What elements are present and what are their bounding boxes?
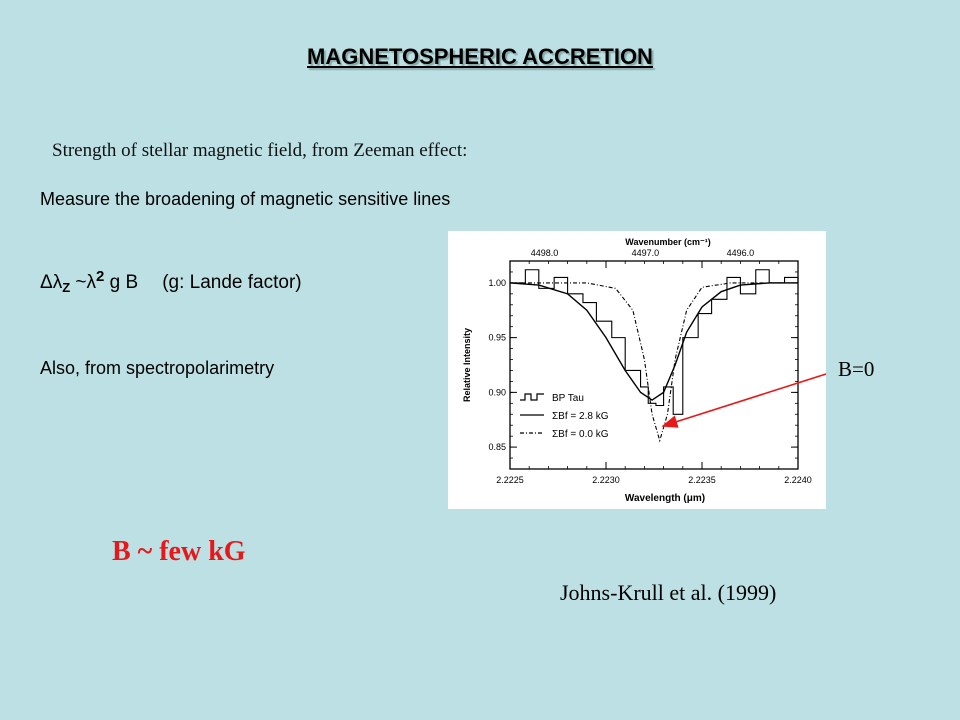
formula-rest: g B bbox=[104, 272, 139, 293]
x-axis-label: Wavelength (μm) bbox=[625, 493, 705, 504]
formula-note: (g: Lande factor) bbox=[162, 272, 302, 293]
page-title: MAGNETOSPHERIC ACCRETION bbox=[307, 44, 653, 69]
legend-label: ΣBf = 2.8 kG bbox=[552, 411, 609, 422]
x-tick-label: 2.2225 bbox=[496, 475, 524, 485]
b-zero-annotation: B=0 bbox=[838, 357, 875, 381]
series-lines bbox=[509, 269, 799, 443]
legend-label: ΣBf = 0.0 kG bbox=[552, 429, 609, 440]
zeeman-formula: ΔλZ ~λ2 g B (g: Lande factor) bbox=[40, 268, 302, 295]
legend-label: BP Tau bbox=[552, 393, 584, 404]
series-line-2 bbox=[509, 282, 798, 401]
spectropolarimetry-text: Also, from spectropolarimetry bbox=[40, 358, 275, 378]
x-tick-label: 2.2240 bbox=[784, 475, 812, 485]
plot-frame bbox=[509, 260, 799, 470]
x-tick-label: 2.2230 bbox=[592, 475, 620, 485]
legend-swatch bbox=[520, 393, 544, 401]
formula-superscript: 2 bbox=[96, 268, 105, 285]
series-line-3 bbox=[510, 282, 798, 443]
legend: BP Tau ΣBf = 2.8 kG ΣBf = 0.0 kG bbox=[520, 393, 609, 440]
y-tick-label: 0.85 bbox=[488, 442, 506, 452]
y-tick-label: 0.90 bbox=[488, 387, 506, 397]
axis-ticks: 2.2225 2.2230 2.2235 2.2240 0.85 0.90 0.95 1.00… bbox=[488, 248, 811, 485]
top-tick-label: 4496.0 bbox=[727, 248, 755, 258]
y-tick-label: 1.00 bbox=[488, 278, 506, 288]
spectrum-figure: Wavenumber (cm⁻¹) Relative Intensity Wav… bbox=[448, 231, 826, 509]
subtitle: Strength of stellar magnetic field, from… bbox=[52, 140, 468, 161]
measure-text: Measure the broadening of magnetic sensi… bbox=[40, 189, 451, 209]
y-tick-label: 0.95 bbox=[488, 333, 506, 343]
y-axis-label: Relative Intensity bbox=[462, 328, 472, 402]
formula-subscript: Z bbox=[62, 280, 71, 295]
top-tick-label: 4497.0 bbox=[632, 248, 660, 258]
top-axis-label: Wavenumber (cm⁻¹) bbox=[625, 237, 710, 247]
spectrum-chart: Wavenumber (cm⁻¹) Relative Intensity Wav… bbox=[462, 237, 812, 504]
formula-approx: ~λ bbox=[70, 272, 97, 293]
x-tick-label: 2.2235 bbox=[688, 475, 716, 485]
top-tick-label: 4498.0 bbox=[531, 248, 559, 258]
formula-delta: Δλ bbox=[40, 272, 63, 293]
result-text: B ~ few kG bbox=[112, 536, 246, 567]
citation: Johns-Krull et al. (1999) bbox=[560, 580, 777, 605]
